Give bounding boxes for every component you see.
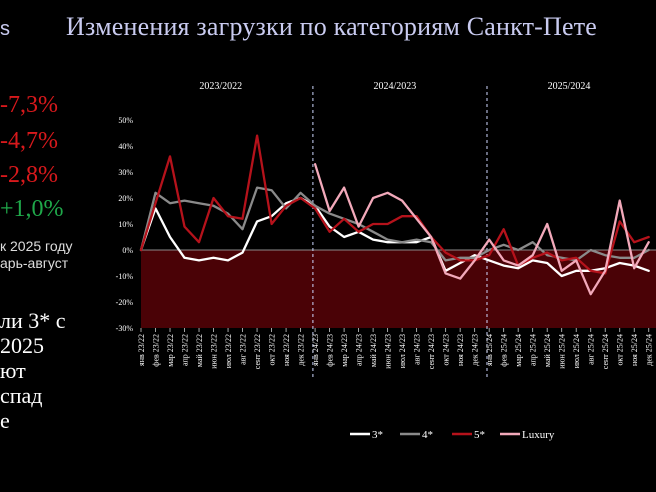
x-tick-label: дек 23/22	[297, 334, 306, 366]
stat-value-4: +1,0%	[0, 196, 64, 222]
x-tick-label: апр 24/23	[355, 334, 364, 366]
period-label: 2025/2024	[548, 81, 591, 92]
y-tick-label: -20%	[116, 298, 134, 307]
stat-value-2: -4,7%	[0, 128, 58, 154]
x-tick-label: фев 25/24	[500, 334, 509, 367]
legend-label: 5*	[474, 429, 485, 441]
series-line-3-star	[139, 196, 650, 278]
series-line-4-star	[139, 186, 650, 262]
note-line-2: арь-август	[0, 255, 69, 271]
y-tick-label: 50%	[118, 116, 133, 125]
paragraph-line-2: 2025	[0, 333, 44, 358]
x-tick-label: ноя 25/24	[630, 334, 639, 366]
negative-area-fill	[141, 250, 656, 328]
x-tick-label: ноя 23/22	[282, 334, 291, 366]
x-tick-label: май 25/24	[543, 334, 552, 367]
legend-label: 4*	[422, 429, 433, 441]
x-tick-label: авг 24/23	[413, 334, 422, 365]
paragraph-line-1: ли 3* с	[0, 308, 66, 333]
x-tick-label: дек 25/24	[645, 334, 654, 366]
x-tick-label: янв 25/24	[485, 334, 494, 366]
x-tick-label: фев 23/22	[152, 334, 161, 367]
x-tick-label: июл 25/24	[572, 334, 581, 368]
x-tick-label: янв 23/22	[137, 334, 146, 366]
paragraph-line-3: ют	[0, 358, 26, 383]
x-tick-label: май 24/23	[369, 334, 378, 367]
x-tick-label: янв 24/23	[311, 334, 320, 366]
note-line-1: к 2025 году	[0, 238, 73, 254]
series-line-luxury	[313, 163, 650, 296]
corner-text-fragment: s	[0, 18, 10, 40]
y-tick-label: 30%	[118, 168, 133, 177]
x-tick-label: сент 25/24	[601, 334, 610, 369]
x-tick-label: июн 24/23	[384, 334, 393, 369]
x-tick-label: мар 24/23	[340, 334, 349, 367]
x-tick-label: май 23/22	[195, 334, 204, 367]
stat-value-3: -2,8%	[0, 162, 58, 188]
y-tick-label: 10%	[118, 220, 133, 229]
period-label: 2024/2023	[373, 81, 416, 92]
legend-label: 3*	[372, 429, 383, 441]
y-tick-label: -10%	[116, 272, 134, 281]
y-tick-label: 40%	[118, 142, 133, 151]
period-label: 2023/2022	[199, 81, 242, 92]
x-tick-label: авг 23/22	[239, 334, 248, 365]
x-tick-label: апр 23/22	[181, 334, 190, 366]
y-tick-label: 0%	[122, 246, 133, 255]
y-tick-label: -30%	[116, 324, 134, 333]
x-tick-label: окт 25/24	[616, 334, 625, 366]
x-tick-label: окт 24/23	[442, 334, 451, 366]
x-tick-label: ноя 24/23	[456, 334, 465, 366]
x-tick-label: сент 24/23	[427, 334, 436, 369]
paragraph-line-4: спад	[0, 383, 43, 408]
x-tick-label: дек 24/23	[471, 334, 480, 366]
stat-value-1: -7,3%	[0, 92, 58, 118]
x-tick-label: сент 23/22	[253, 334, 262, 369]
x-tick-label: апр 25/24	[529, 334, 538, 366]
x-tick-label: мар 25/24	[514, 334, 523, 367]
x-tick-label: мар 23/22	[166, 334, 175, 367]
x-tick-label: июн 23/22	[210, 334, 219, 369]
x-tick-label: авг 25/24	[587, 334, 596, 365]
paragraph-line-5: е	[0, 408, 10, 433]
x-tick-label: июн 25/24	[558, 334, 567, 369]
x-tick-label: июл 24/23	[398, 334, 407, 368]
x-tick-label: июл 23/22	[224, 334, 233, 368]
slide-title: Изменения загрузки по категориям Санкт-П…	[66, 12, 598, 41]
x-tick-label: фев 24/23	[326, 334, 335, 367]
series-line-5-star	[139, 134, 650, 275]
x-tick-label: окт 23/22	[268, 334, 277, 366]
y-tick-label: 20%	[118, 194, 133, 203]
legend-label: Luxury	[522, 429, 555, 441]
